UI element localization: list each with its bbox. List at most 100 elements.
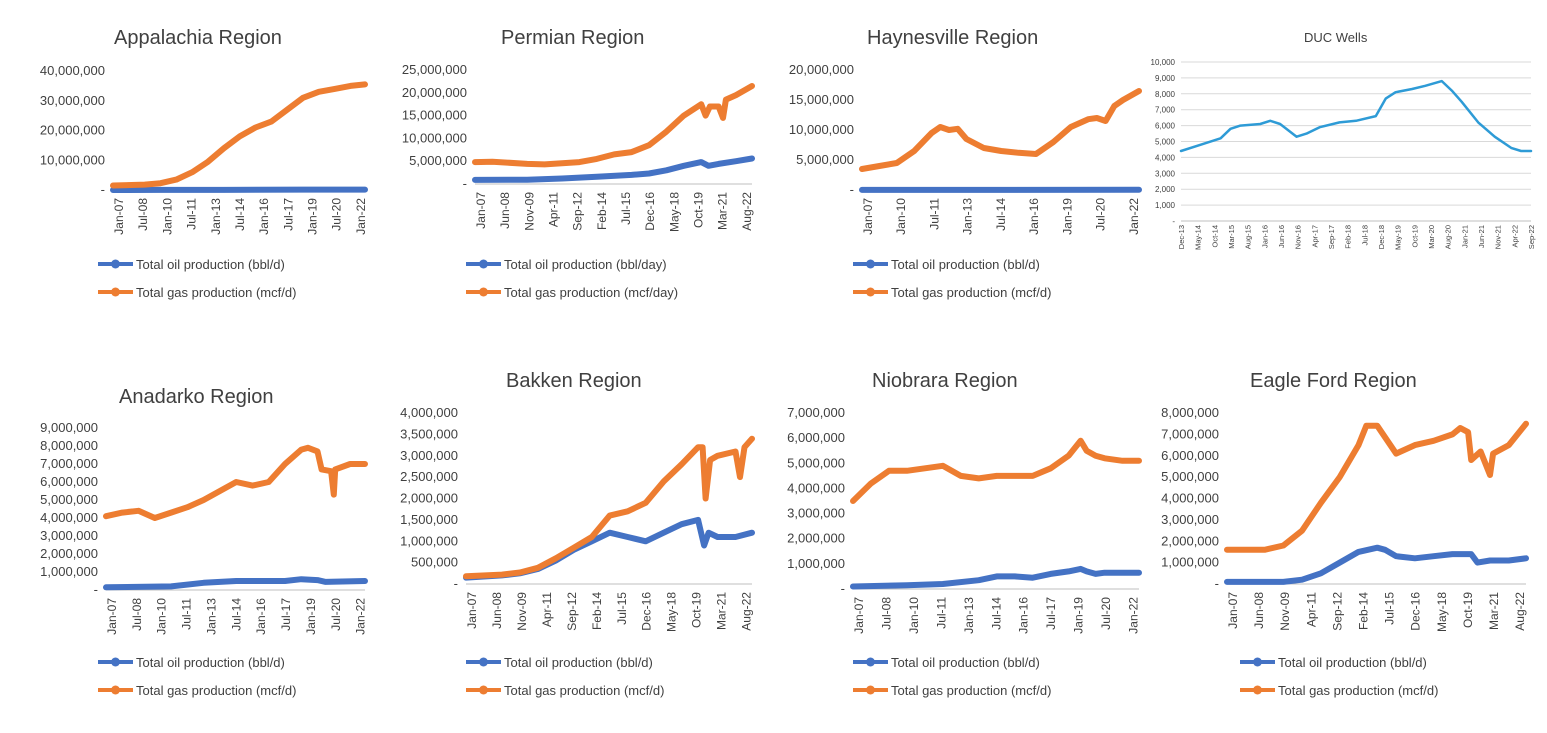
x-tick-label: Oct-19: [1461, 592, 1475, 628]
y-tick-label: 1,000,000: [1161, 555, 1219, 570]
legend-marker: [111, 287, 120, 297]
x-tick-label: Mar-21: [1487, 592, 1501, 630]
y-tick-label: 8,000,000: [40, 438, 98, 453]
legend-label: Total gas production (mcf/d): [136, 285, 296, 300]
x-tick-label: Nov-09: [1278, 592, 1292, 631]
legend-marker: [479, 685, 488, 695]
x-tick-label: Jul-11: [180, 598, 194, 630]
y-tick-label: 3,000,000: [787, 506, 845, 521]
haynesville-chart: Haynesville Region - 5,000,000 10,000,000 1…: [774, 0, 1161, 340]
x-tick-label: Jun-08: [1252, 592, 1266, 629]
y-tick-label: 15,000,000: [789, 92, 854, 107]
series-line: [110, 81, 368, 189]
x-tick-label: Jan-16: [1260, 225, 1269, 248]
x-tick-label: Jul-17: [279, 598, 293, 631]
x-tick-label: Jun-08: [498, 192, 512, 229]
y-tick-label: 8,000: [1155, 90, 1176, 99]
x-tick-label: Jan-16: [1027, 198, 1041, 235]
series-line: [859, 88, 1142, 172]
y-tick-label: 6,000,000: [1161, 448, 1219, 463]
x-tick-label: Sep-12: [571, 192, 585, 231]
x-tick-label: Jul-17: [1044, 597, 1058, 630]
y-tick-label: 4,000,000: [787, 480, 845, 495]
y-tick-label: 10,000: [1151, 58, 1176, 67]
y-tick-label: 9,000: [1155, 74, 1176, 83]
x-tick-label: Aug-15: [1244, 225, 1253, 249]
x-tick-label: Jul-11: [185, 198, 199, 230]
legend-label: Total oil production (bbl/d): [1278, 655, 1427, 670]
y-tick-label: 4,000: [1155, 153, 1176, 162]
y-tick-label: -: [841, 581, 845, 596]
legend-marker: [866, 259, 875, 269]
x-tick-label: Jan-22: [1127, 198, 1141, 235]
y-tick-label: 7,000,000: [1161, 426, 1219, 441]
y-tick-label: 4,000,000: [40, 510, 98, 525]
y-tick-label: 1,000,000: [787, 556, 845, 571]
x-tick-label: Jun-08: [490, 592, 504, 629]
x-tick-label: Jun-21: [1477, 225, 1486, 248]
chart-title: Bakken Region: [506, 370, 642, 392]
legend-label: Total gas production (mcf/day): [504, 285, 678, 300]
permian-chart: Permian Region - 5,000,000 10,000,000 15,00…: [387, 0, 774, 340]
legend-label: Total oil production (bbl/d): [136, 257, 285, 272]
x-tick-label: Jan-16: [257, 198, 271, 235]
y-tick-label: 2,000,000: [1161, 533, 1219, 548]
legend-label: Total gas production (mcf/d): [891, 285, 1051, 300]
eagle-ford-chart: Eagle Ford Region - 1,000,000 2,000,000 3,0…: [1161, 350, 1547, 733]
chart-title: Anadarko Region: [119, 386, 274, 408]
series-line: [850, 565, 1142, 590]
legend-marker: [1253, 657, 1262, 667]
y-tick-label: 4,000,000: [1161, 491, 1219, 506]
x-tick-label: Aug-22: [1513, 592, 1527, 631]
y-tick-label: 5,000,000: [787, 455, 845, 470]
x-tick-label: Jul-11: [927, 198, 941, 230]
y-tick-label: 20,000,000: [402, 85, 467, 100]
x-tick-label: Jul-17: [281, 198, 295, 231]
x-tick-label: Jul-20: [1094, 198, 1108, 231]
y-tick-label: 7,000: [1155, 106, 1176, 115]
y-tick-label: 9,000,000: [40, 420, 98, 435]
x-tick-label: Dec-18: [1377, 225, 1386, 249]
x-tick-label: Dec-16: [640, 592, 654, 631]
x-tick-label: Nov-09: [522, 192, 536, 231]
y-tick-label: 5,000,000: [1161, 469, 1219, 484]
x-tick-label: Sep-12: [565, 592, 579, 631]
appalachia-chart: Appalachia Region - 10,000,000 20,000,000 3…: [0, 0, 387, 340]
series-line: [103, 576, 368, 591]
x-tick-label: Aug-22: [740, 192, 754, 231]
x-tick-label: Jan-22: [354, 198, 368, 235]
x-tick-label: Apr-17: [1310, 225, 1319, 248]
y-tick-label: 3,000: [1155, 169, 1176, 178]
y-tick-label: 6,000,000: [40, 474, 98, 489]
x-tick-label: Jul-15: [1383, 592, 1397, 625]
x-tick-label: Jul-08: [136, 198, 150, 231]
x-tick-label: Feb-14: [590, 592, 604, 630]
series-line: [103, 444, 368, 521]
x-tick-label: Mar-21: [716, 192, 730, 230]
x-tick-label: Jan-10: [894, 198, 908, 235]
y-tick-label: 20,000,000: [40, 123, 105, 138]
y-tick-label: 3,500,000: [400, 426, 458, 441]
y-tick-label: 10,000,000: [402, 130, 467, 145]
x-tick-label: Jan-22: [1127, 597, 1141, 634]
y-tick-label: 500,000: [411, 555, 458, 570]
x-tick-label: Apr-22: [1510, 225, 1519, 248]
chart-title: Eagle Ford Region: [1250, 370, 1417, 392]
y-tick-label: 5,000: [1155, 138, 1176, 147]
x-tick-label: Jan-10: [907, 597, 921, 634]
x-tick-label: Jan-07: [852, 597, 866, 634]
legend-marker: [866, 657, 875, 667]
y-tick-label: -: [1215, 576, 1219, 591]
y-tick-label: 2,500,000: [400, 469, 458, 484]
x-tick-label: Jan-21: [1460, 225, 1469, 248]
x-tick-label: Apr-11: [547, 192, 561, 227]
legend-marker: [1253, 685, 1262, 695]
y-tick-label: -: [94, 582, 98, 597]
x-tick-label: Jan-07: [105, 598, 119, 635]
series-line: [472, 155, 755, 183]
legend-marker: [111, 685, 120, 695]
x-tick-label: Oct-14: [1210, 225, 1219, 248]
x-tick-label: May-14: [1194, 225, 1203, 250]
x-tick-label: Jul-08: [130, 598, 144, 631]
legend-marker: [479, 657, 488, 667]
